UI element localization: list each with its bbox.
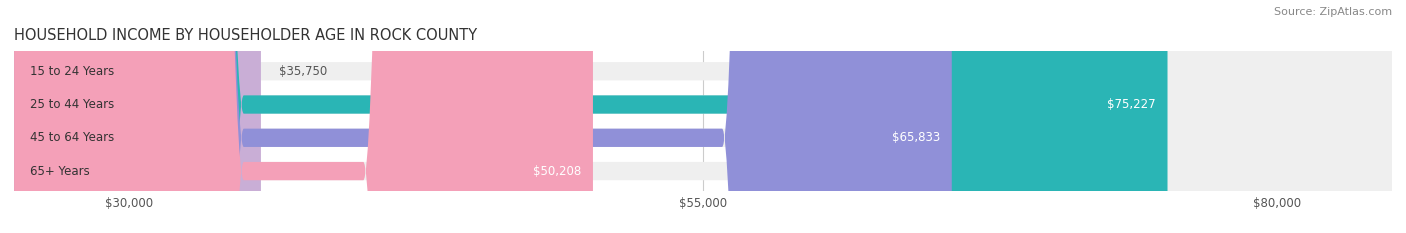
Text: $50,208: $50,208: [533, 164, 582, 178]
Text: 65+ Years: 65+ Years: [30, 164, 90, 178]
FancyBboxPatch shape: [14, 0, 952, 233]
FancyBboxPatch shape: [14, 0, 593, 233]
FancyBboxPatch shape: [14, 0, 262, 233]
FancyBboxPatch shape: [14, 0, 1392, 233]
Text: Source: ZipAtlas.com: Source: ZipAtlas.com: [1274, 7, 1392, 17]
Text: $75,227: $75,227: [1108, 98, 1156, 111]
Text: HOUSEHOLD INCOME BY HOUSEHOLDER AGE IN ROCK COUNTY: HOUSEHOLD INCOME BY HOUSEHOLDER AGE IN R…: [14, 28, 477, 43]
FancyBboxPatch shape: [14, 0, 1392, 233]
Text: $35,750: $35,750: [280, 65, 328, 78]
FancyBboxPatch shape: [14, 0, 1167, 233]
FancyBboxPatch shape: [14, 0, 1392, 233]
Text: 45 to 64 Years: 45 to 64 Years: [30, 131, 114, 144]
Text: $65,833: $65,833: [891, 131, 941, 144]
Text: 15 to 24 Years: 15 to 24 Years: [30, 65, 114, 78]
FancyBboxPatch shape: [14, 0, 1392, 233]
Text: 25 to 44 Years: 25 to 44 Years: [30, 98, 114, 111]
